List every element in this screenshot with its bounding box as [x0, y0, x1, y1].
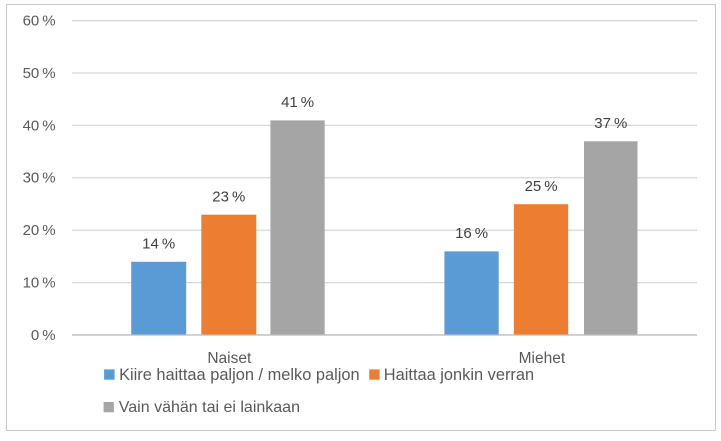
svg-text:50 %: 50 %	[23, 65, 56, 82]
svg-text:Kiire haittaa paljon / melko p: Kiire haittaa paljon / melko paljon	[119, 366, 360, 384]
svg-text:23 %: 23 %	[212, 188, 245, 205]
svg-text:37 %: 37 %	[594, 115, 627, 132]
svg-text:16 %: 16 %	[455, 225, 488, 242]
svg-text:25 %: 25 %	[525, 178, 558, 195]
svg-text:Miehet: Miehet	[519, 350, 566, 367]
svg-text:Haittaa jonkin verran: Haittaa jonkin verran	[384, 366, 534, 384]
svg-text:41 %: 41 %	[281, 94, 314, 111]
svg-text:60 %: 60 %	[23, 13, 56, 30]
svg-text:14 %: 14 %	[142, 236, 175, 253]
svg-text:Naiset: Naiset	[207, 350, 252, 367]
svg-text:30 %: 30 %	[23, 170, 56, 187]
svg-text:20 %: 20 %	[23, 222, 56, 239]
svg-text:10 %: 10 %	[23, 275, 56, 292]
svg-text:40 %: 40 %	[23, 117, 56, 134]
svg-text:Vain vähän tai ei lainkaan: Vain vähän tai ei lainkaan	[119, 399, 300, 416]
svg-text:0 %: 0 %	[31, 327, 56, 344]
